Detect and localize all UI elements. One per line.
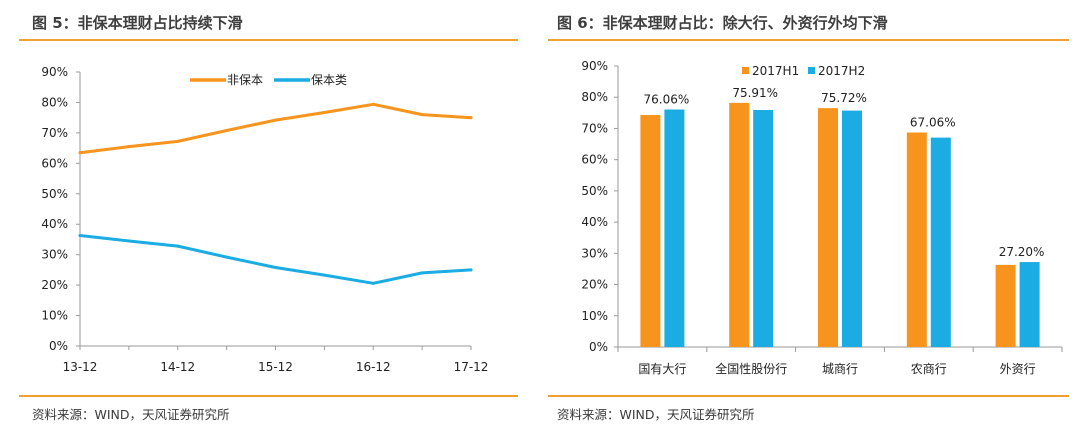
y-tick-label: 10% [41,309,68,323]
x-tick-label: 13-12 [63,360,98,374]
line-chart: 0% 10% 20% 30% 40% 50% 60% 70% 80% 90% 13-12 14-12 1… [41,65,489,374]
figure-5-top-rule [19,39,518,41]
x-category-label: 外资行 [1000,362,1036,376]
series-line-1 [78,102,473,155]
bar-chart: 0% 10% 20% 30% 40% 50% 60% 70% 80% 90% 76.06% 国有大行 7… [581,59,1063,376]
figure-6-panel: 图 6：非保本理财占比：除大行、外资行外均下滑 0% 10% 20% 30% 40% 50… [540,0,1080,427]
series-1-point [274,118,277,122]
y-tick-label: 40% [41,217,68,231]
data-label: 76.06% [644,93,690,107]
x-tick-label: 16-12 [356,360,391,374]
series-1-point [225,128,229,132]
y-tick-label: 20% [41,278,68,292]
legend-label-2: 保本类 [311,73,347,87]
legend-label-2: 2017H2 [818,64,865,78]
series-2-point [322,273,326,277]
data-label: 67.06% [910,116,956,130]
y-tick-label: 50% [41,187,68,201]
series-2-point [176,244,180,248]
series-line-2 [78,234,473,285]
y-tick-label: 30% [581,246,608,260]
y-tick-label: 30% [41,248,68,262]
series-1-point [469,116,473,120]
legend-swatch-1 [742,67,749,74]
bar-2017H2 [930,137,951,347]
bar-2017H1 [906,132,927,347]
figure-5-source: 资料来源：WIND，天风证券研究所 [32,407,230,422]
series-1-point [371,102,375,106]
x-category-label: 国有大行 [638,362,686,376]
series-2-point [225,255,229,259]
series-2-point [469,268,473,272]
legend-label-1: 2017H1 [752,64,799,78]
y-tick-label: 70% [581,121,608,135]
series-2-point [371,281,375,285]
legend-label-1: 非保本 [227,73,263,87]
figure-5-title: 图 5：非保本理财占比持续下滑 [32,14,243,32]
series-2-point [127,239,131,243]
y-tick-label: 90% [581,59,608,73]
series-1-point [420,113,424,117]
data-label: 75.91% [732,86,778,100]
figure-6-source: 资料来源：WIND，天风证券研究所 [557,407,755,422]
data-label: 27.20% [999,245,1045,259]
series-1-point [176,139,180,143]
bar-2017H1 [729,102,750,347]
legend-swatch-2 [808,67,815,74]
bar-2017H2 [842,110,862,348]
y-tick-label: 0% [49,339,68,353]
x-tick-label: 17-12 [454,360,489,374]
y-tick-label: 0% [589,340,608,354]
x-category-label: 农商行 [911,361,947,376]
series-1-point [78,151,82,155]
bar-2017H2 [1019,262,1040,347]
x-category-label: 全国性股份行 [715,361,787,376]
figure-6-bottom-rule [548,395,1069,397]
x-category-label: 城商行 [822,361,858,376]
y-tick-label: 70% [41,126,68,140]
y-tick-label: 10% [581,309,608,323]
y-tick-label: 20% [581,278,608,292]
bar-2017H1 [640,115,661,347]
series-2-point [274,265,277,269]
bar-2017H1 [818,108,838,348]
x-tick-label: 15-12 [258,360,293,374]
y-tick-label: 60% [581,153,608,167]
series-2-point [78,233,82,237]
data-label: 75.72% [821,91,867,105]
series-2-point [420,271,424,275]
figure-6-top-rule [548,39,1069,41]
bar-2017H2 [753,109,774,347]
figure-5-panel: 图 5：非保本理财占比持续下滑 0% 10% 20% 30% 40% 50% 60% 70% 8… [19,14,518,422]
figure-5-bottom-rule [19,395,518,397]
y-tick-label: 50% [581,184,608,198]
y-tick-label: 60% [41,156,68,170]
y-tick-label: 80% [581,90,608,104]
y-tick-label: 40% [581,215,608,229]
bar-2017H1 [995,264,1016,347]
series-1-point [127,145,131,149]
figure-6-title: 图 6：非保本理财占比：除大行、外资行外均下滑 [557,14,888,32]
series-1-point [322,110,326,114]
bar-2017H2 [664,109,685,348]
y-tick-label: 90% [41,65,68,79]
y-tick-label: 80% [41,95,68,109]
x-tick-label: 14-12 [160,360,195,374]
